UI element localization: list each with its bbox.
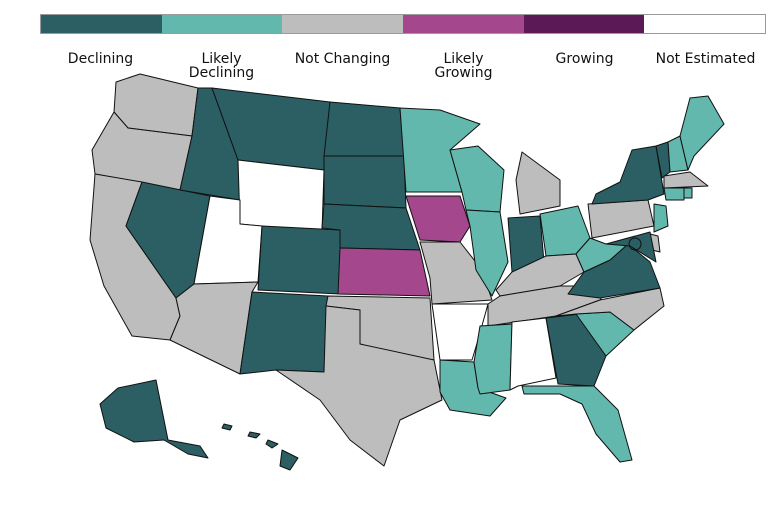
state-me[interactable] — [679, 95, 725, 171]
state-ak[interactable] — [99, 379, 209, 459]
legend-swatch-growing — [523, 15, 645, 33]
state-ms[interactable] — [473, 323, 513, 395]
legend-label-not-changing: Not Changing — [294, 51, 391, 67]
state-ks[interactable] — [337, 247, 431, 297]
state-il[interactable] — [465, 209, 509, 297]
state-tx[interactable] — [275, 305, 443, 467]
state-nd[interactable] — [323, 101, 405, 157]
state-ny[interactable] — [591, 145, 665, 205]
state-mi[interactable] — [515, 151, 561, 215]
state-ma[interactable] — [663, 171, 709, 189]
state-pa[interactable] — [587, 199, 655, 239]
state-nc[interactable] — [555, 287, 665, 331]
state-dc[interactable] — [628, 237, 642, 251]
state-mo[interactable] — [419, 241, 493, 305]
state-az[interactable] — [169, 281, 259, 375]
state-ct[interactable] — [663, 187, 685, 201]
legend-swatch-not-changing — [282, 15, 404, 33]
legend: Declining Likely Declining Not Changing L… — [40, 14, 766, 80]
state-wy[interactable] — [237, 159, 325, 233]
legend-swatch-declining — [41, 15, 162, 33]
state-sd[interactable] — [323, 155, 407, 209]
legend-label-growing: Growing — [555, 51, 614, 67]
legend-swatch-likely-declining — [161, 15, 283, 33]
legend-swatch-not-estimated — [644, 15, 766, 33]
legend-swatch-likely-growing — [403, 15, 524, 33]
state-ri[interactable] — [683, 187, 693, 199]
legend-labels: Declining Likely Declining Not Changing L… — [40, 52, 766, 80]
state-al[interactable] — [509, 317, 557, 391]
legend-label-likely-growing: Likely Growing — [434, 51, 493, 81]
legend-label-declining: Declining — [67, 51, 134, 67]
state-nj[interactable] — [653, 203, 669, 233]
state-md[interactable] — [605, 231, 657, 263]
state-ia[interactable] — [405, 195, 471, 243]
state-ar[interactable] — [431, 303, 489, 361]
state-hi[interactable] — [221, 423, 299, 471]
legend-label-likely-declining: Likely Declining — [188, 51, 255, 81]
legend-swatches — [40, 14, 766, 34]
state-co[interactable] — [257, 225, 341, 295]
state-fl[interactable] — [521, 385, 633, 463]
legend-label-not-estimated: Not Estimated — [655, 51, 756, 67]
state-nm[interactable] — [239, 291, 329, 375]
